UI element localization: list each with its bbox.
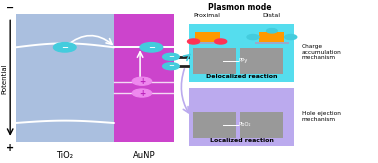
Text: PbO₂: PbO₂ [239, 122, 251, 127]
FancyBboxPatch shape [189, 24, 294, 82]
Text: PPy: PPy [239, 58, 248, 63]
Text: −: − [148, 43, 155, 52]
Text: +: + [6, 143, 14, 154]
Circle shape [266, 29, 277, 33]
FancyBboxPatch shape [193, 112, 236, 138]
Text: Plasmon mode: Plasmon mode [208, 3, 272, 12]
Text: +: + [139, 89, 145, 97]
Circle shape [247, 35, 259, 40]
FancyBboxPatch shape [189, 88, 294, 146]
Circle shape [132, 89, 152, 97]
FancyBboxPatch shape [240, 48, 283, 74]
Text: AuNP: AuNP [133, 151, 155, 160]
FancyBboxPatch shape [195, 32, 220, 42]
Circle shape [132, 77, 152, 85]
Circle shape [187, 39, 200, 44]
Text: Potential: Potential [2, 64, 8, 94]
Text: Distal: Distal [263, 13, 281, 18]
FancyBboxPatch shape [259, 32, 284, 42]
Text: −: − [61, 43, 68, 52]
FancyBboxPatch shape [190, 42, 224, 44]
FancyBboxPatch shape [16, 14, 114, 142]
Circle shape [163, 53, 179, 60]
Circle shape [163, 63, 179, 70]
Text: +: + [139, 77, 145, 86]
Circle shape [215, 39, 227, 44]
Circle shape [285, 35, 297, 40]
FancyBboxPatch shape [255, 42, 289, 44]
Text: Localized reaction: Localized reaction [210, 138, 274, 143]
Text: −: − [168, 63, 174, 69]
Text: Delocalized reaction: Delocalized reaction [206, 74, 277, 79]
Circle shape [53, 43, 76, 52]
FancyBboxPatch shape [193, 48, 236, 74]
Circle shape [140, 43, 163, 52]
Text: −: − [6, 3, 14, 13]
FancyBboxPatch shape [240, 112, 283, 138]
Text: Hole ejection
mechanism: Hole ejection mechanism [302, 111, 341, 122]
FancyBboxPatch shape [114, 14, 174, 142]
Text: TiO₂: TiO₂ [56, 151, 73, 160]
Text: Proximal: Proximal [194, 13, 220, 18]
Text: −: − [168, 54, 174, 60]
Text: Charge
accumulation
mechanism: Charge accumulation mechanism [302, 44, 342, 60]
